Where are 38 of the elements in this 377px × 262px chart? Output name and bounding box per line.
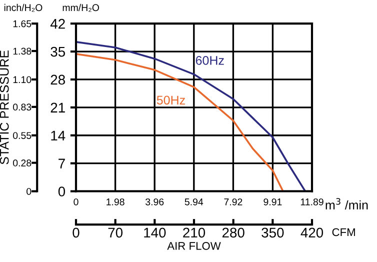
y2-tick-label: 21 bbox=[50, 102, 65, 112]
y2-tick-label: 35 bbox=[50, 46, 66, 57]
x-tick-label: 1.98 bbox=[106, 198, 124, 206]
x2-tick-label: 210 bbox=[183, 228, 206, 238]
x-tick-label: 11.89 bbox=[300, 198, 324, 206]
y-tick-label: 0.28 bbox=[13, 160, 32, 166]
y-axis-title: STATIC PRESSURE bbox=[0, 50, 9, 164]
x-tick-label: 7.92 bbox=[224, 198, 242, 206]
series-label: 50Hz bbox=[156, 96, 185, 105]
text: mm/H₂O bbox=[62, 4, 99, 12]
y-tick-label: 1.38 bbox=[13, 48, 32, 55]
line-series bbox=[76, 41, 306, 192]
y-tick-label: 0.83 bbox=[13, 104, 32, 111]
text: CFM bbox=[332, 228, 355, 236]
text: inch/H₂O bbox=[4, 4, 42, 12]
x2-tick-label: 420 bbox=[300, 228, 324, 238]
line-series bbox=[76, 53, 284, 192]
y-tick-label: 1.65 bbox=[13, 20, 32, 28]
series-label: 60Hz bbox=[196, 56, 224, 65]
y-tick-label: 1.10 bbox=[13, 76, 32, 84]
y2-tick-label: 0 bbox=[58, 186, 66, 196]
x-tick-label: 0 bbox=[74, 198, 78, 206]
y-tick-label: 0.55 bbox=[13, 132, 32, 139]
x2-tick-label: 0 bbox=[72, 228, 80, 238]
y2-tick-label: 7 bbox=[58, 158, 65, 168]
x-tick-label: 9.91 bbox=[264, 198, 282, 206]
x-axis-title: AIR FLOW bbox=[167, 242, 221, 250]
x2-tick-label: 280 bbox=[222, 228, 244, 238]
x2-tick-label: 350 bbox=[262, 228, 284, 238]
y2-tick-label: 42 bbox=[50, 18, 65, 29]
x2-tick-label: 140 bbox=[144, 228, 166, 238]
text: m$^{3}$ /min bbox=[326, 198, 368, 210]
x2-tick-label: 70 bbox=[108, 228, 123, 238]
y-tick-label: 0 bbox=[26, 188, 32, 195]
x-tick-label: 5.94 bbox=[184, 198, 204, 206]
y2-tick-label: 28 bbox=[50, 74, 65, 85]
y2-tick-label: 14 bbox=[51, 130, 66, 140]
x-tick-label: 3.96 bbox=[146, 198, 164, 206]
